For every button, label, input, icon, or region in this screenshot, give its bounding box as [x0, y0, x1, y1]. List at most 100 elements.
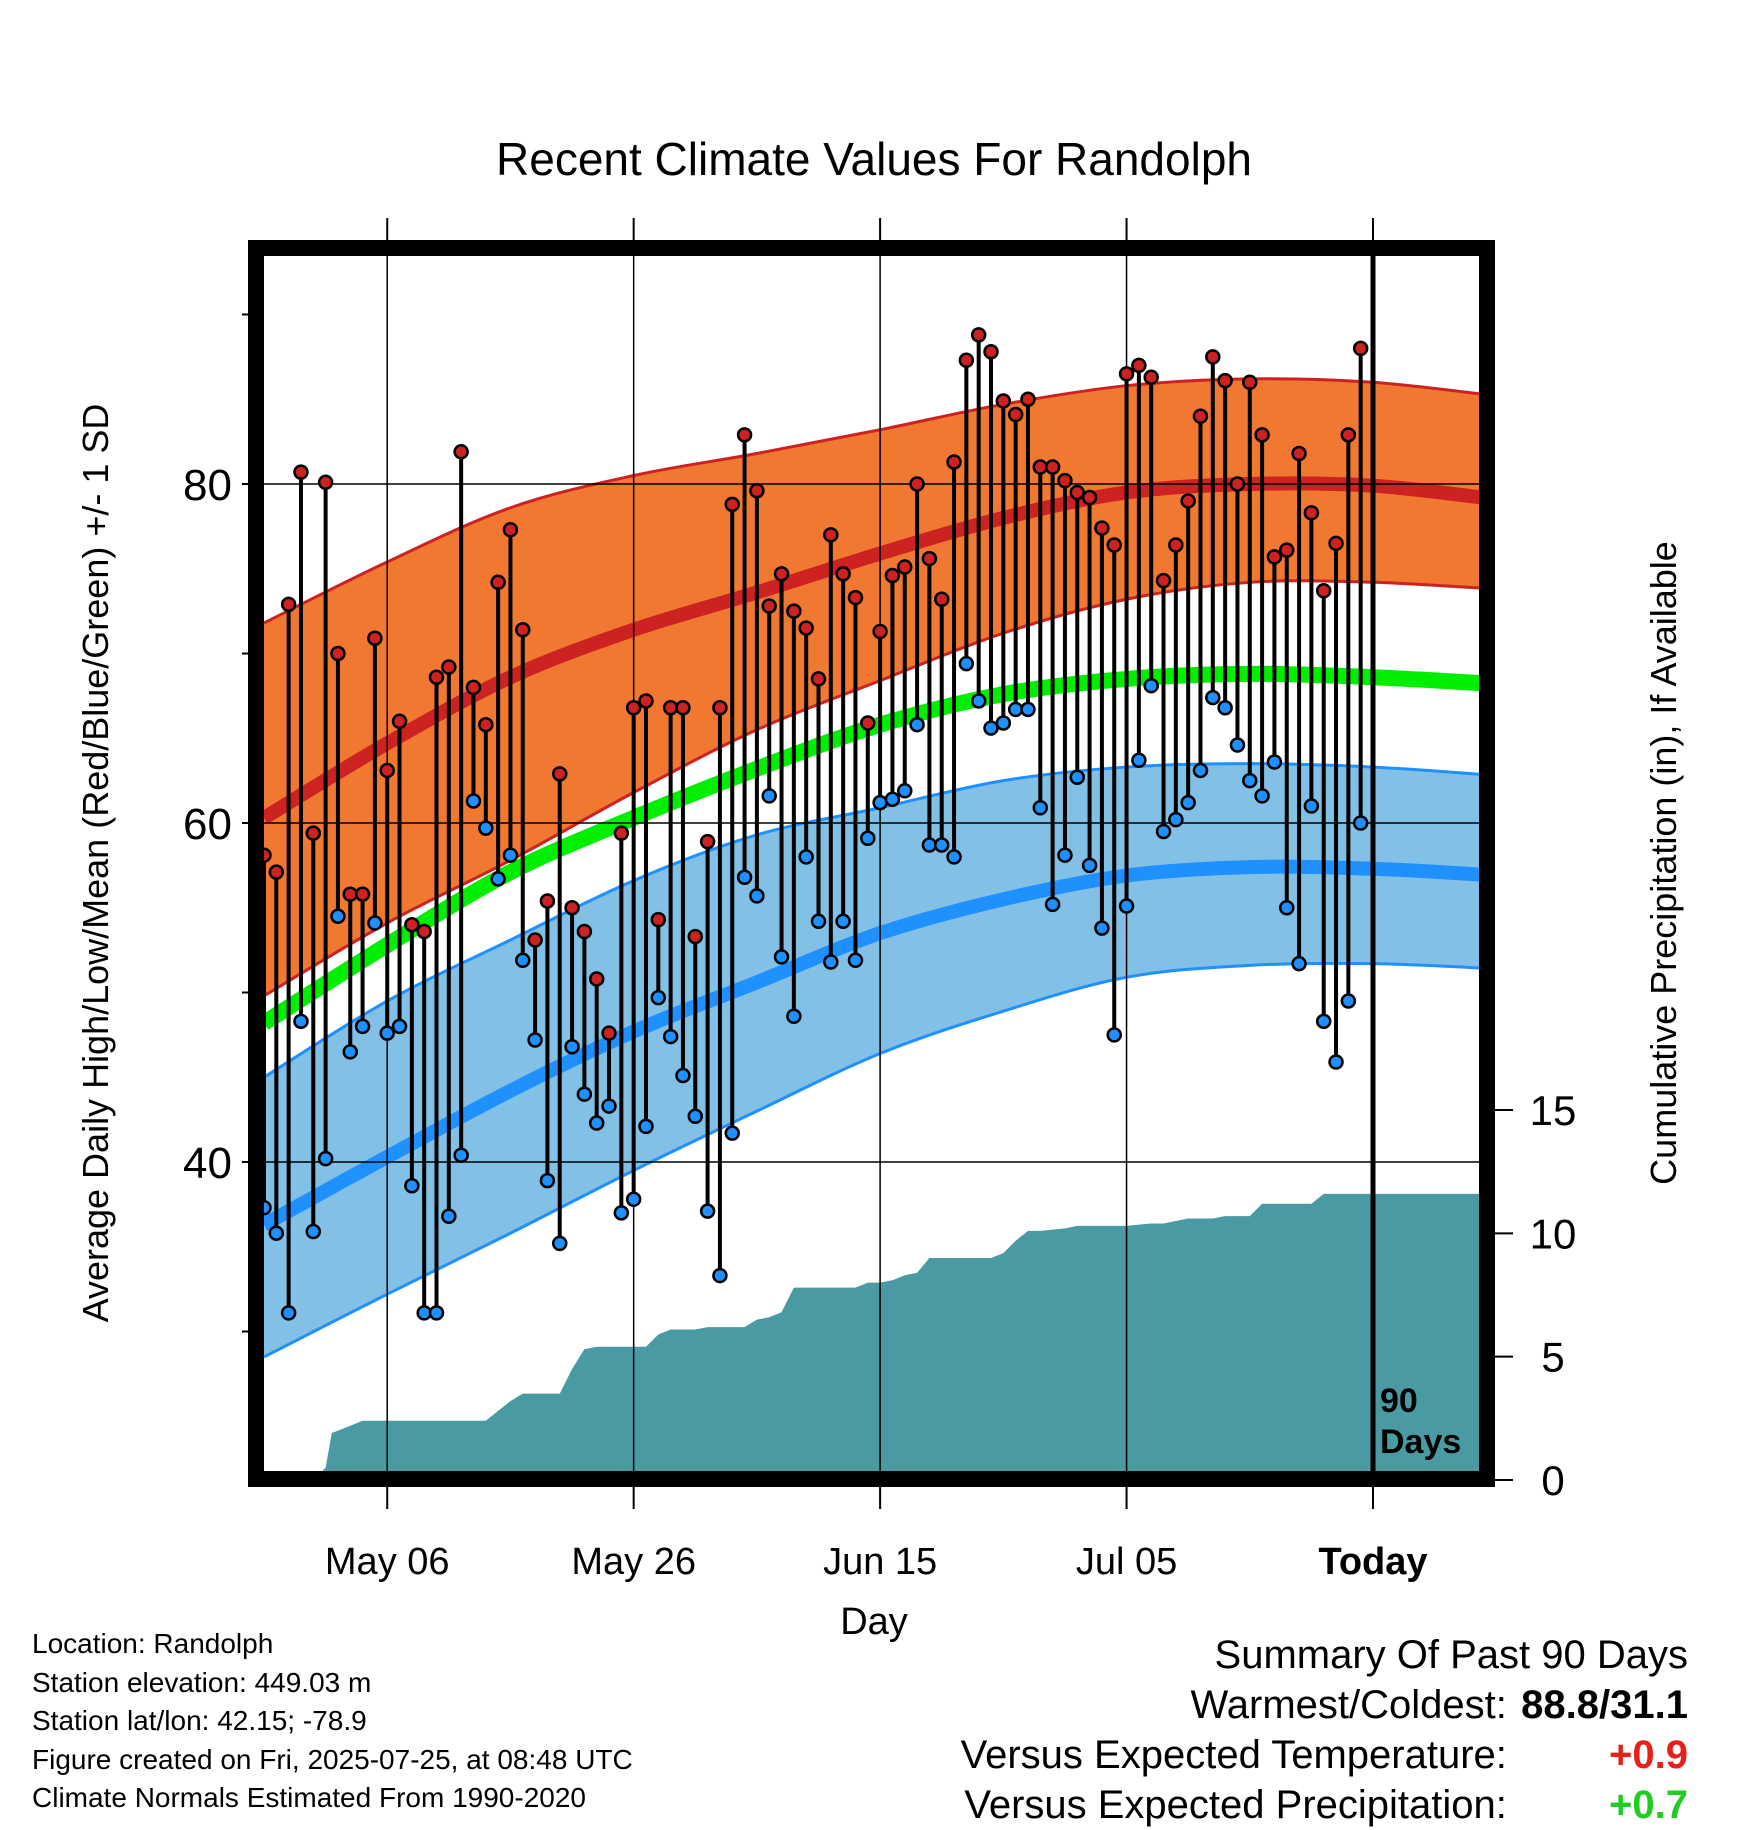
daily-low-point — [478, 820, 494, 836]
daily-low-point — [736, 869, 753, 885]
daily-high-point — [933, 591, 950, 608]
daily-low-point — [625, 1191, 642, 1208]
daily-range-sticks — [256, 327, 1369, 1321]
daily-high-point — [699, 833, 716, 850]
y2-axis-label: Cumulative Precipitation (in), If Availa… — [1643, 541, 1684, 1185]
daily-high-point — [478, 716, 494, 733]
daily-low-point — [564, 1038, 580, 1055]
daily-high-point — [354, 886, 371, 902]
daily-high-point — [268, 864, 285, 880]
daily-low-point — [379, 1025, 395, 1041]
daily-high-point — [1352, 340, 1369, 357]
daily-low-point — [650, 989, 667, 1006]
daily-low-point — [404, 1177, 420, 1194]
y-axis-label: Average Daily High/Low/Mean (Red/Blue/Gr… — [75, 404, 116, 1323]
daily-low-point — [453, 1147, 469, 1163]
daily-high-point — [601, 1025, 617, 1041]
daily-low-point — [958, 655, 975, 672]
daily-low-point — [1192, 762, 1209, 779]
daily-high-point — [465, 679, 482, 696]
x-tick-label: May 26 — [571, 1541, 696, 1583]
daily-low-point — [527, 1032, 543, 1048]
daily-high-point — [1155, 572, 1172, 589]
plot-frame — [248, 240, 1495, 1487]
daily-low-point — [1352, 815, 1369, 831]
daily-low-point — [391, 1018, 408, 1035]
daily-high-point — [835, 566, 851, 582]
elevation-text: Station elevation: 449.03 m — [32, 1666, 372, 1698]
x-tick-label: Jul 05 — [1076, 1541, 1177, 1583]
daily-low-point — [1094, 920, 1110, 936]
daily-high-point — [810, 671, 827, 687]
daily-high-point — [1192, 408, 1209, 424]
x-tick-label: Jun 15 — [823, 1541, 937, 1583]
daily-low-point — [416, 1305, 432, 1321]
daily-low-point — [305, 1223, 322, 1240]
y-tick-label: 60 — [183, 800, 232, 849]
daily-high-point — [1057, 472, 1073, 489]
daily-low-point — [1081, 857, 1098, 874]
daily-low-point — [724, 1125, 740, 1141]
daily-high-point — [736, 427, 753, 443]
daily-low-point — [897, 783, 913, 799]
daily-high-point — [724, 496, 740, 513]
daily-high-point — [1081, 489, 1098, 506]
daily-low-point — [465, 793, 482, 809]
daily-high-point — [539, 893, 556, 909]
daily-low-point — [810, 913, 827, 930]
daily-high-point — [1254, 427, 1270, 443]
daily-high-point — [638, 693, 654, 709]
daily-low-point — [946, 849, 962, 865]
daily-high-point — [897, 559, 913, 575]
daily-low-point — [749, 888, 765, 904]
daily-high-point — [1242, 374, 1258, 391]
daily-low-point — [268, 1225, 285, 1241]
location-text: Location: Randolph — [32, 1628, 274, 1659]
daily-high-point — [1143, 369, 1159, 385]
daily-high-point — [441, 659, 457, 675]
daily-high-point — [502, 522, 519, 538]
daily-low-point — [1303, 798, 1320, 814]
daily-high-point — [761, 598, 777, 614]
y2-tick-label: 10 — [1530, 1210, 1577, 1257]
daily-low-point — [662, 1028, 679, 1045]
daily-high-point — [527, 932, 543, 948]
daily-high-point — [983, 344, 999, 360]
daily-high-point — [515, 622, 531, 638]
daily-high-point — [1044, 459, 1061, 475]
daily-high-point — [1340, 427, 1357, 443]
daily-low-point — [354, 1018, 371, 1035]
axes: 40 60 80 0 5 10 15 May 06 May 26 Jun 15 Jul 05 Toda… — [183, 218, 1576, 1583]
daily-low-point — [280, 1305, 297, 1321]
daily-high-point — [1278, 542, 1295, 558]
daily-high-point — [921, 550, 938, 567]
daily-low-point — [1057, 847, 1073, 863]
daily-low-point — [983, 720, 999, 736]
daily-high-point — [1118, 366, 1135, 382]
x-tick-label: Today — [1318, 1541, 1427, 1583]
daily-high-point — [1131, 357, 1147, 374]
station-info: Location: Randolph Station elevation: 44… — [32, 1625, 633, 1818]
daily-high-point — [1229, 476, 1246, 492]
daily-high-point — [1106, 537, 1122, 553]
temp-departure-value: +0.9 — [1609, 1733, 1688, 1777]
daily-low-point — [539, 1172, 556, 1189]
daily-low-point — [823, 954, 839, 970]
daily-low-point — [515, 952, 531, 969]
daily-low-point — [1007, 701, 1024, 718]
precip-area — [314, 1193, 1487, 1479]
daily-low-point — [1044, 896, 1061, 913]
daily-low-point — [1205, 689, 1221, 706]
daily-low-point — [342, 1044, 359, 1060]
created-text: Figure created on Fri, 2025-07-25, at 08… — [32, 1743, 633, 1775]
summary-panel: Summary Of Past 90 Days Warmest/Coldest:… — [961, 1630, 1688, 1830]
daily-low-point — [601, 1098, 617, 1114]
daily-low-point — [1131, 752, 1147, 769]
daily-low-point — [490, 871, 506, 887]
daily-low-point — [712, 1267, 728, 1284]
daily-low-point — [798, 849, 814, 865]
daily-high-point — [860, 715, 876, 731]
high-sd-band — [264, 378, 1487, 996]
daily-high-point — [391, 713, 408, 730]
plot-content — [256, 248, 1487, 1479]
